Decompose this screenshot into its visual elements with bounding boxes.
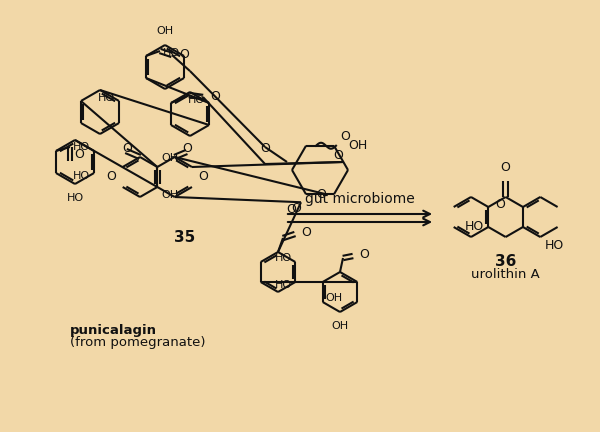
Text: HO: HO xyxy=(275,253,292,263)
Text: O: O xyxy=(291,202,301,215)
Text: O: O xyxy=(340,130,350,143)
Text: O: O xyxy=(333,149,343,162)
Text: gut microbiome: gut microbiome xyxy=(305,192,415,206)
Text: O: O xyxy=(106,171,116,184)
Text: 36: 36 xyxy=(495,254,517,270)
Text: O: O xyxy=(122,142,132,155)
Text: O: O xyxy=(74,147,84,161)
Text: O: O xyxy=(286,203,296,216)
Text: O: O xyxy=(496,198,505,212)
Text: 35: 35 xyxy=(175,229,196,245)
Text: O: O xyxy=(182,142,193,155)
Text: HO: HO xyxy=(275,280,292,290)
Text: O: O xyxy=(301,226,311,238)
Text: HO: HO xyxy=(67,193,83,203)
Text: OH: OH xyxy=(157,26,173,36)
Text: O: O xyxy=(316,188,326,201)
Text: HO: HO xyxy=(465,220,484,234)
Text: OH: OH xyxy=(161,190,178,200)
Text: HO: HO xyxy=(73,142,90,152)
Text: O: O xyxy=(260,142,270,155)
Text: HO: HO xyxy=(73,171,90,181)
Text: O: O xyxy=(199,171,209,184)
Text: (from pomegranate): (from pomegranate) xyxy=(70,336,205,349)
Text: HO: HO xyxy=(163,48,180,58)
Text: OH: OH xyxy=(331,321,349,331)
Text: OH: OH xyxy=(348,139,367,152)
Text: punicalagin: punicalagin xyxy=(70,324,157,337)
Text: HO: HO xyxy=(188,95,205,105)
Text: urolithin A: urolithin A xyxy=(471,269,540,282)
Text: O: O xyxy=(501,161,511,174)
Text: HO: HO xyxy=(98,93,115,103)
Text: HO: HO xyxy=(544,239,563,252)
Text: O: O xyxy=(359,248,369,261)
Text: O: O xyxy=(179,48,189,61)
Text: OH: OH xyxy=(161,153,178,163)
Text: OH: OH xyxy=(326,293,343,303)
Text: O: O xyxy=(210,90,220,104)
